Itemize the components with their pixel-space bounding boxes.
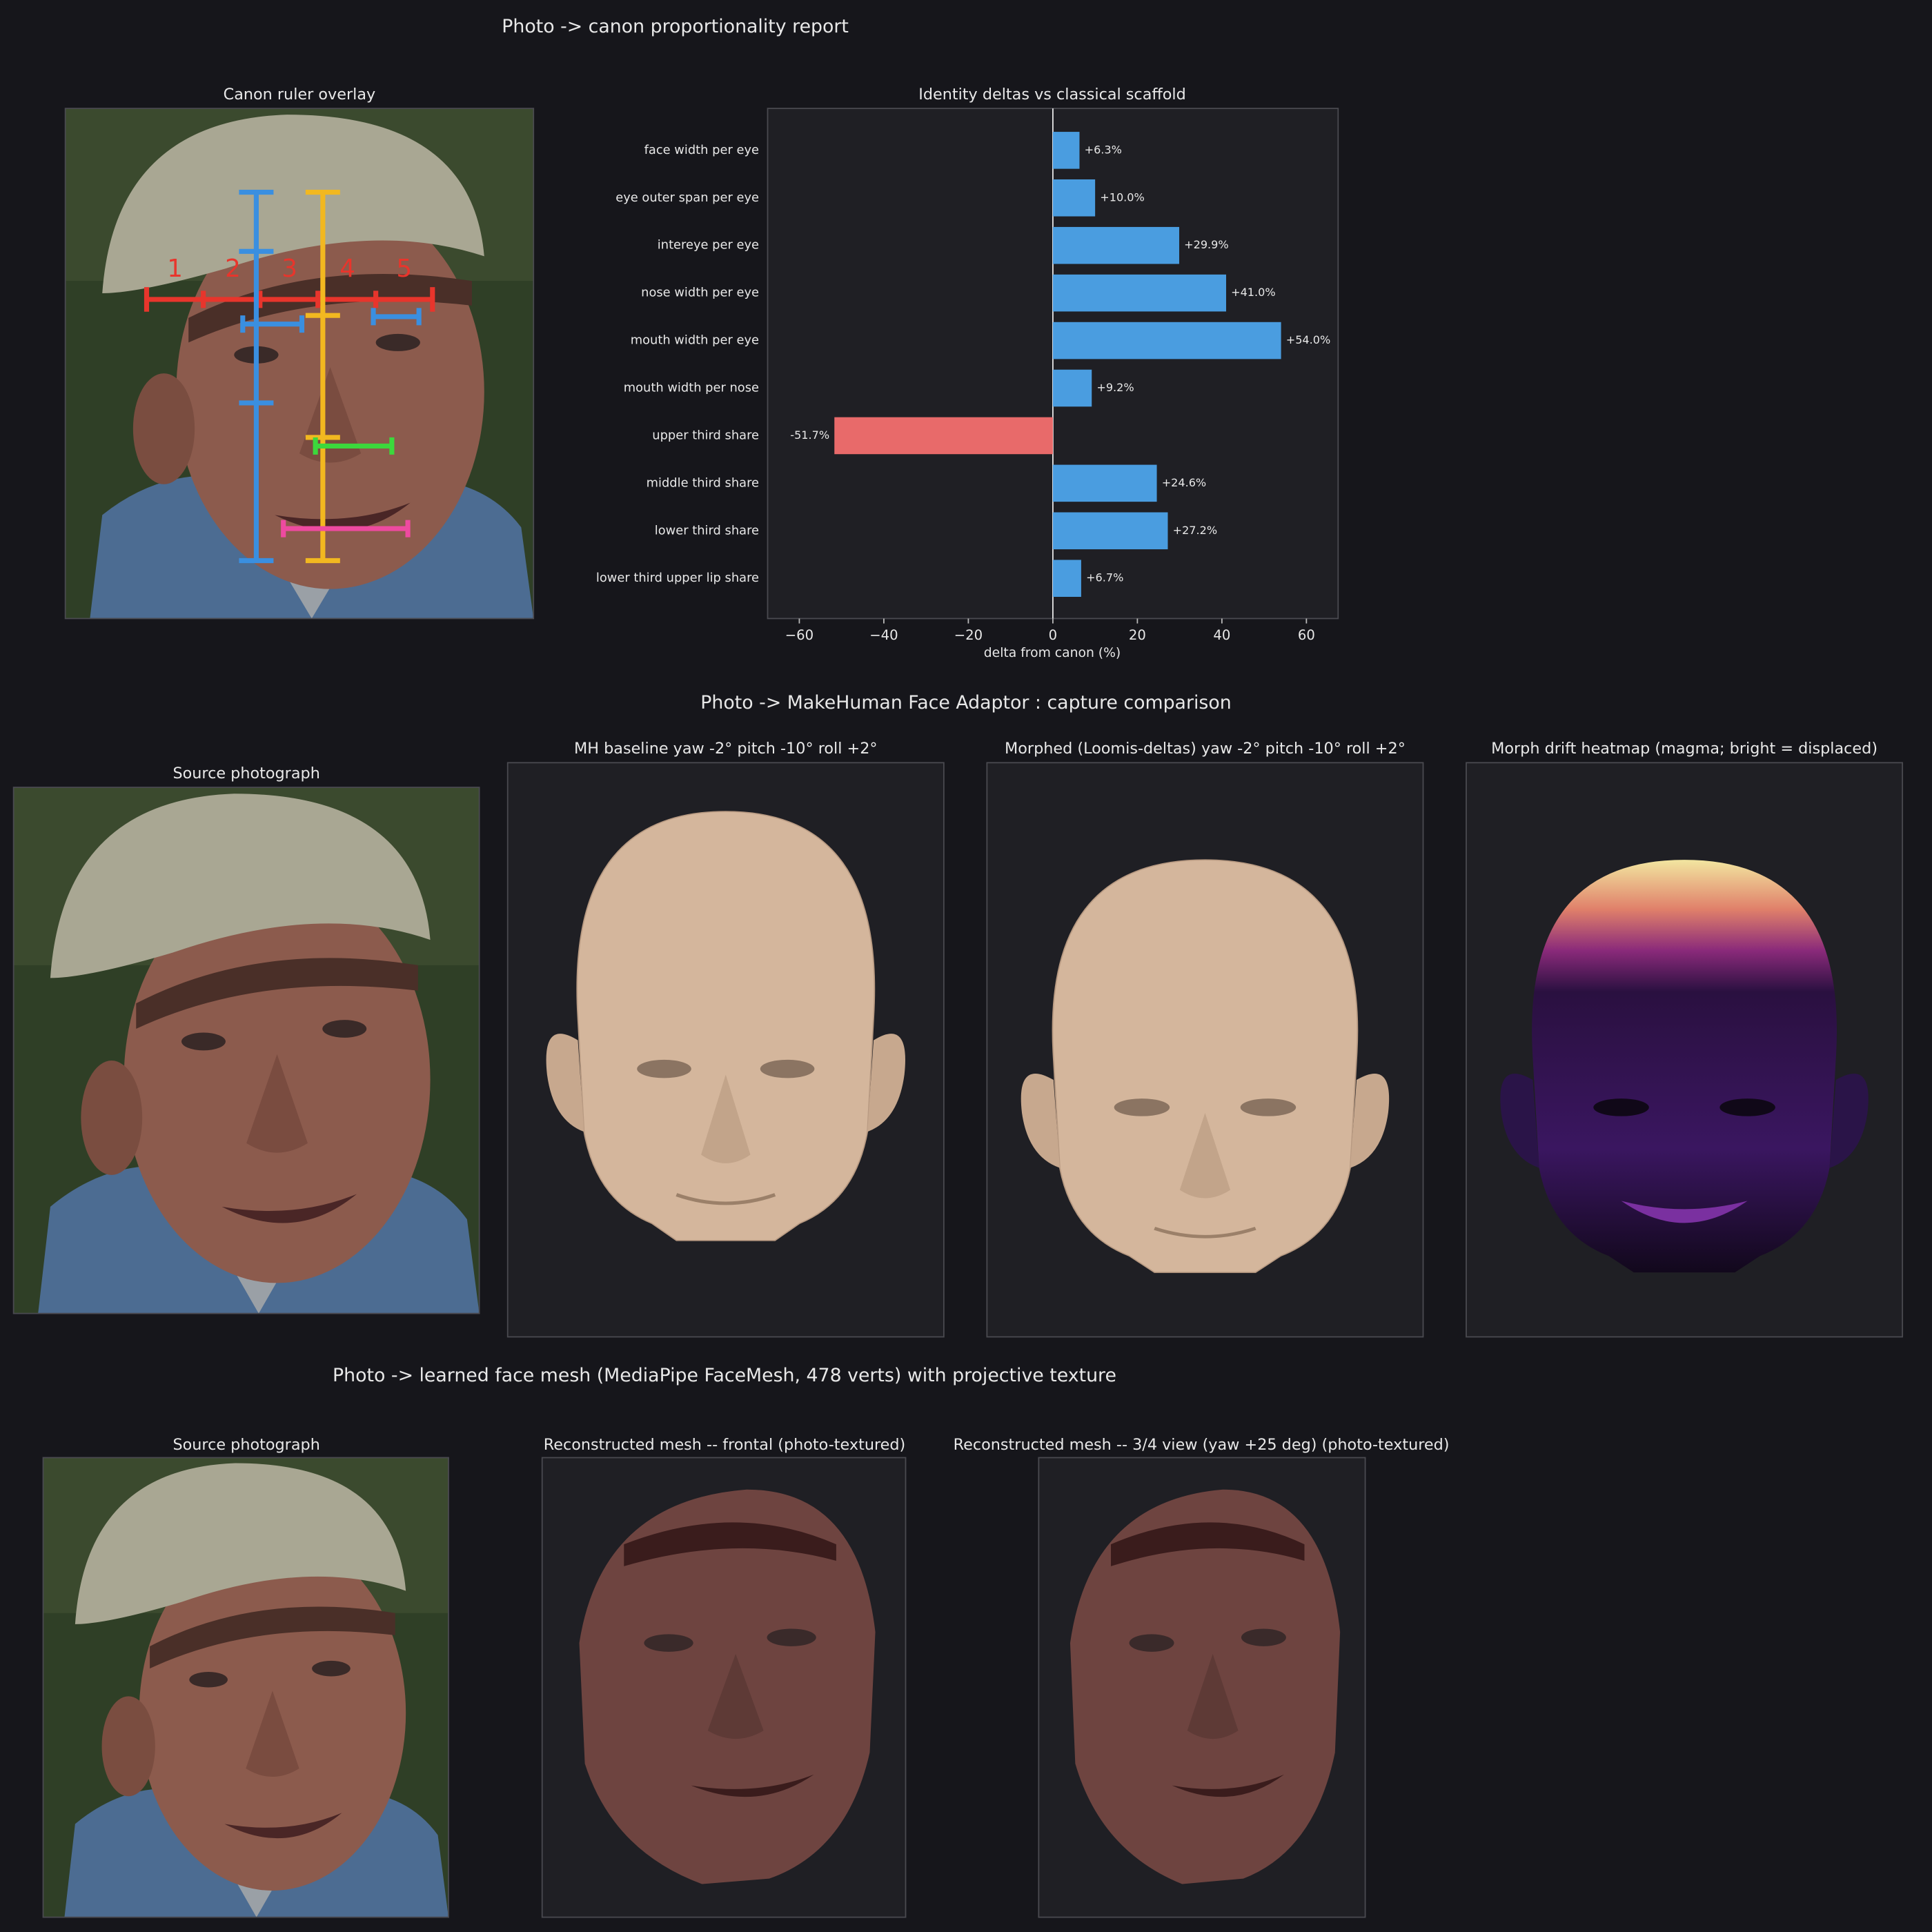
panel-title: Reconstructed mesh -- frontal (photo-tex… [544, 1436, 906, 1454]
report-title: Photo -> canon proportionality report [502, 16, 849, 37]
x-tick-label: 20 [1129, 627, 1146, 643]
bar [1052, 369, 1092, 407]
three-quarter-mesh [1070, 1489, 1341, 1884]
bar [1052, 179, 1096, 217]
y-tick-label: intereye per eye [658, 238, 759, 253]
fifth-label: 1 [167, 255, 183, 283]
morphed-mesh [1021, 860, 1389, 1272]
bar [1052, 226, 1180, 264]
y-tick-label: nose width per eye [641, 286, 759, 300]
mesh-title: Photo -> learned face mesh (MediaPipe Fa… [333, 1365, 1116, 1386]
panel-title: MH baseline yaw -2° pitch -10° roll +2° [574, 740, 878, 758]
y-tick-label: lower third upper lip share [596, 571, 759, 585]
eye-rulers [240, 308, 422, 333]
panel-title: Morph drift heatmap (magma; bright = dis… [1491, 740, 1877, 758]
overlay-photo [65, 108, 534, 619]
vertical-yellow-ruler [305, 190, 340, 564]
x-tick-label: 60 [1298, 627, 1315, 643]
mesh-source-title: Source photograph [172, 1436, 319, 1454]
bar [1052, 464, 1157, 502]
chart-title: Identity deltas vs classical scaffold [918, 86, 1186, 103]
value-label: -51.7% [790, 428, 829, 442]
x-tick-label: 0 [1049, 627, 1058, 643]
value-label: +41.0% [1231, 286, 1276, 299]
panel-title: Reconstructed mesh -- 3/4 view (yaw +25 … [954, 1436, 1450, 1454]
bar [1052, 322, 1281, 359]
y-tick-label: upper third share [652, 428, 759, 442]
x-tick-label: 40 [1213, 627, 1230, 643]
bar [834, 417, 1053, 455]
value-label: +6.7% [1086, 571, 1123, 584]
nose-ruler [313, 437, 395, 455]
baseline-mesh [546, 811, 905, 1241]
fifth-label: 4 [339, 255, 355, 283]
fifth-label: 3 [282, 255, 297, 283]
y-tick-label: eye outer span per eye [615, 190, 759, 205]
ruler-overlay [144, 190, 435, 564]
value-label: +9.2% [1096, 381, 1134, 394]
y-tick-label: mouth width per nose [624, 381, 759, 395]
frontal-mesh [579, 1489, 876, 1884]
adaptor-title: Photo -> MakeHuman Face Adaptor : captur… [700, 692, 1231, 713]
y-tick-label: face width per eye [644, 143, 759, 157]
y-tick-label: mouth width per eye [631, 333, 759, 348]
value-label: +24.6% [1162, 476, 1207, 489]
y-tick-label: lower third share [655, 523, 759, 538]
value-label: +54.0% [1286, 333, 1331, 346]
source-photo [13, 787, 480, 1314]
bar-chart: −60 −40 −20 0 20 40 60 face width per eye +6.3% e… [596, 108, 1330, 643]
bar [1052, 512, 1168, 550]
bar [1052, 560, 1081, 597]
value-label: +27.2% [1173, 524, 1218, 537]
source-frame [12, 787, 480, 1314]
value-label: +6.3% [1085, 143, 1122, 156]
value-label: +29.9% [1184, 238, 1229, 251]
source-photo [43, 1457, 448, 1918]
bar [1052, 274, 1226, 312]
fifths-ruler [144, 287, 435, 312]
fifth-label: 5 [396, 255, 412, 283]
bar [1052, 132, 1080, 169]
x-tick-label: −60 [785, 627, 814, 643]
adaptor-source-title: Source photograph [172, 765, 319, 782]
mouth-ruler [281, 520, 411, 538]
x-axis-label: delta from canon (%) [984, 646, 1121, 660]
fifth-label: 2 [225, 255, 241, 283]
source-frame [42, 1457, 449, 1918]
value-label: +10.0% [1100, 190, 1145, 204]
x-tick-label: −40 [869, 627, 898, 643]
fifth-labels: 1 2 3 4 5 [167, 255, 412, 283]
panel-title: Morphed (Loomis-deltas) yaw -2° pitch -1… [1005, 740, 1406, 758]
y-tick-label: middle third share [647, 475, 759, 490]
overlay-frame [64, 108, 535, 620]
x-tick-label: −20 [954, 627, 983, 643]
overlay-title: Canon ruler overlay [224, 86, 376, 103]
vertical-blue-ruler [239, 190, 274, 564]
